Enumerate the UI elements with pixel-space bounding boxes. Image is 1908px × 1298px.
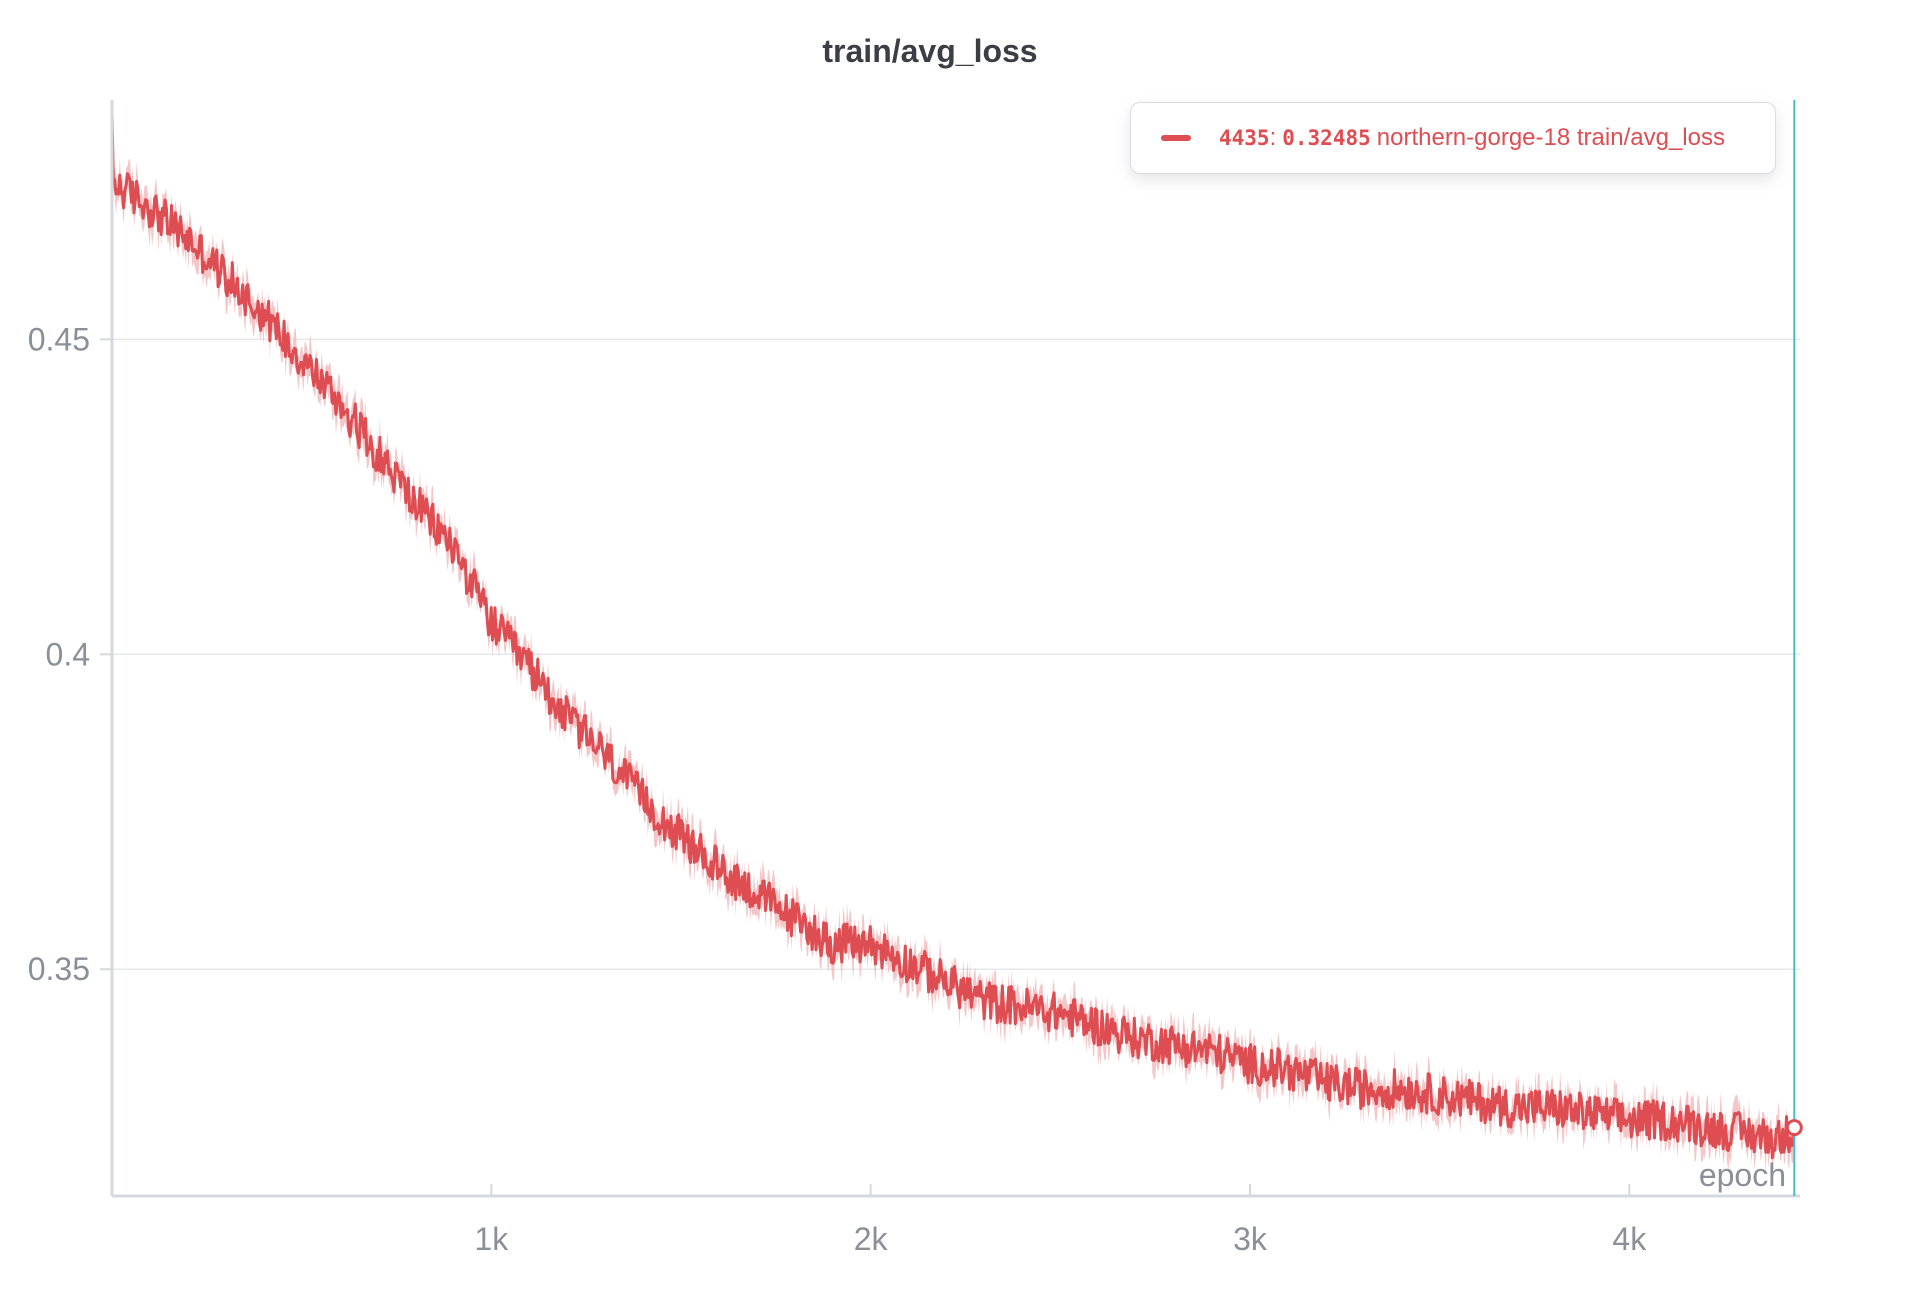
legend-swatch bbox=[1161, 135, 1191, 141]
legend-step: 4435 bbox=[1219, 126, 1270, 150]
x-tick-label-1: 2k bbox=[854, 1221, 889, 1257]
x-tick-label-0: 1k bbox=[474, 1221, 509, 1257]
legend-series-name: northern-gorge-18 train/avg_loss bbox=[1376, 124, 1725, 151]
series-path bbox=[110, 112, 1796, 1160]
y-tick-label-2: 0.45 bbox=[28, 321, 90, 357]
legend-separator: : bbox=[1269, 124, 1277, 151]
y-tick-label-0: 0.35 bbox=[28, 951, 90, 987]
legend-value: 0.32485 bbox=[1282, 126, 1371, 150]
y-tick-label-1: 0.4 bbox=[46, 636, 90, 672]
x-axis-label: epoch bbox=[1699, 1157, 1786, 1193]
series-line bbox=[110, 112, 1796, 1160]
hover-point-marker bbox=[1785, 1119, 1803, 1137]
x-tick-label-2: 3k bbox=[1233, 1221, 1268, 1257]
hover-legend: 4435: 0.32485 northern-gorge-18 train/av… bbox=[1130, 102, 1776, 174]
hover-cursor bbox=[1785, 100, 1803, 1196]
x-tick-label-3: 4k bbox=[1612, 1221, 1647, 1257]
axes bbox=[100, 100, 1800, 1198]
variance-band bbox=[112, 156, 1795, 1178]
tick-labels: 0.35 0.4 0.45 1k 2k 3k 4k bbox=[28, 321, 1647, 1257]
series-band bbox=[112, 156, 1795, 1178]
chart-title: train/avg_loss bbox=[822, 33, 1037, 69]
